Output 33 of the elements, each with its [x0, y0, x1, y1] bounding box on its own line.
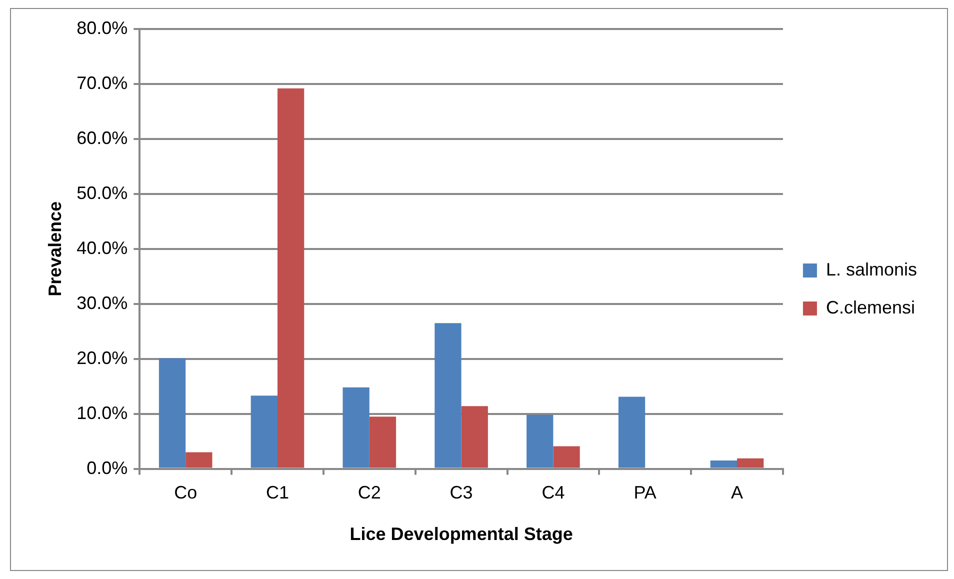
- y-tick-label: 70.0%: [76, 72, 128, 93]
- y-tick-label: 60.0%: [76, 128, 128, 148]
- bar: [553, 446, 580, 468]
- bar: [369, 416, 396, 468]
- y-tick-label: 0.0%: [86, 458, 128, 478]
- x-tick-label: C2: [358, 482, 381, 503]
- x-tick-label: C4: [542, 482, 565, 503]
- bar: [277, 88, 304, 468]
- bar: [186, 452, 212, 468]
- legend-label: C.clemensi: [826, 297, 915, 318]
- y-tick-label: 40.0%: [76, 238, 128, 258]
- bar: [342, 387, 370, 468]
- x-tick-label: C1: [266, 482, 289, 503]
- bar: [461, 406, 488, 468]
- x-tick-label: C3: [450, 482, 473, 503]
- bar: [434, 323, 462, 468]
- y-tick-label: 20.0%: [76, 348, 128, 368]
- x-axis-title: Lice Developmental Stage: [350, 524, 573, 544]
- y-tick-label: 10.0%: [76, 402, 128, 423]
- x-tick-label: Co: [174, 482, 198, 503]
- bar: [250, 396, 278, 468]
- y-tick-label: 80.0%: [76, 18, 128, 38]
- bar: [158, 358, 186, 468]
- bar: [710, 460, 738, 468]
- x-tick-label: PA: [634, 482, 656, 503]
- y-tick-label: 50.0%: [76, 182, 128, 203]
- bar: [526, 414, 554, 468]
- bar: [737, 458, 764, 468]
- bar: [618, 396, 646, 468]
- y-tick-label: 30.0%: [76, 292, 128, 313]
- x-tick-label: A: [731, 482, 744, 503]
- y-axis-title: Prevalence: [44, 201, 65, 296]
- legend-label: L. salmonis: [826, 259, 918, 280]
